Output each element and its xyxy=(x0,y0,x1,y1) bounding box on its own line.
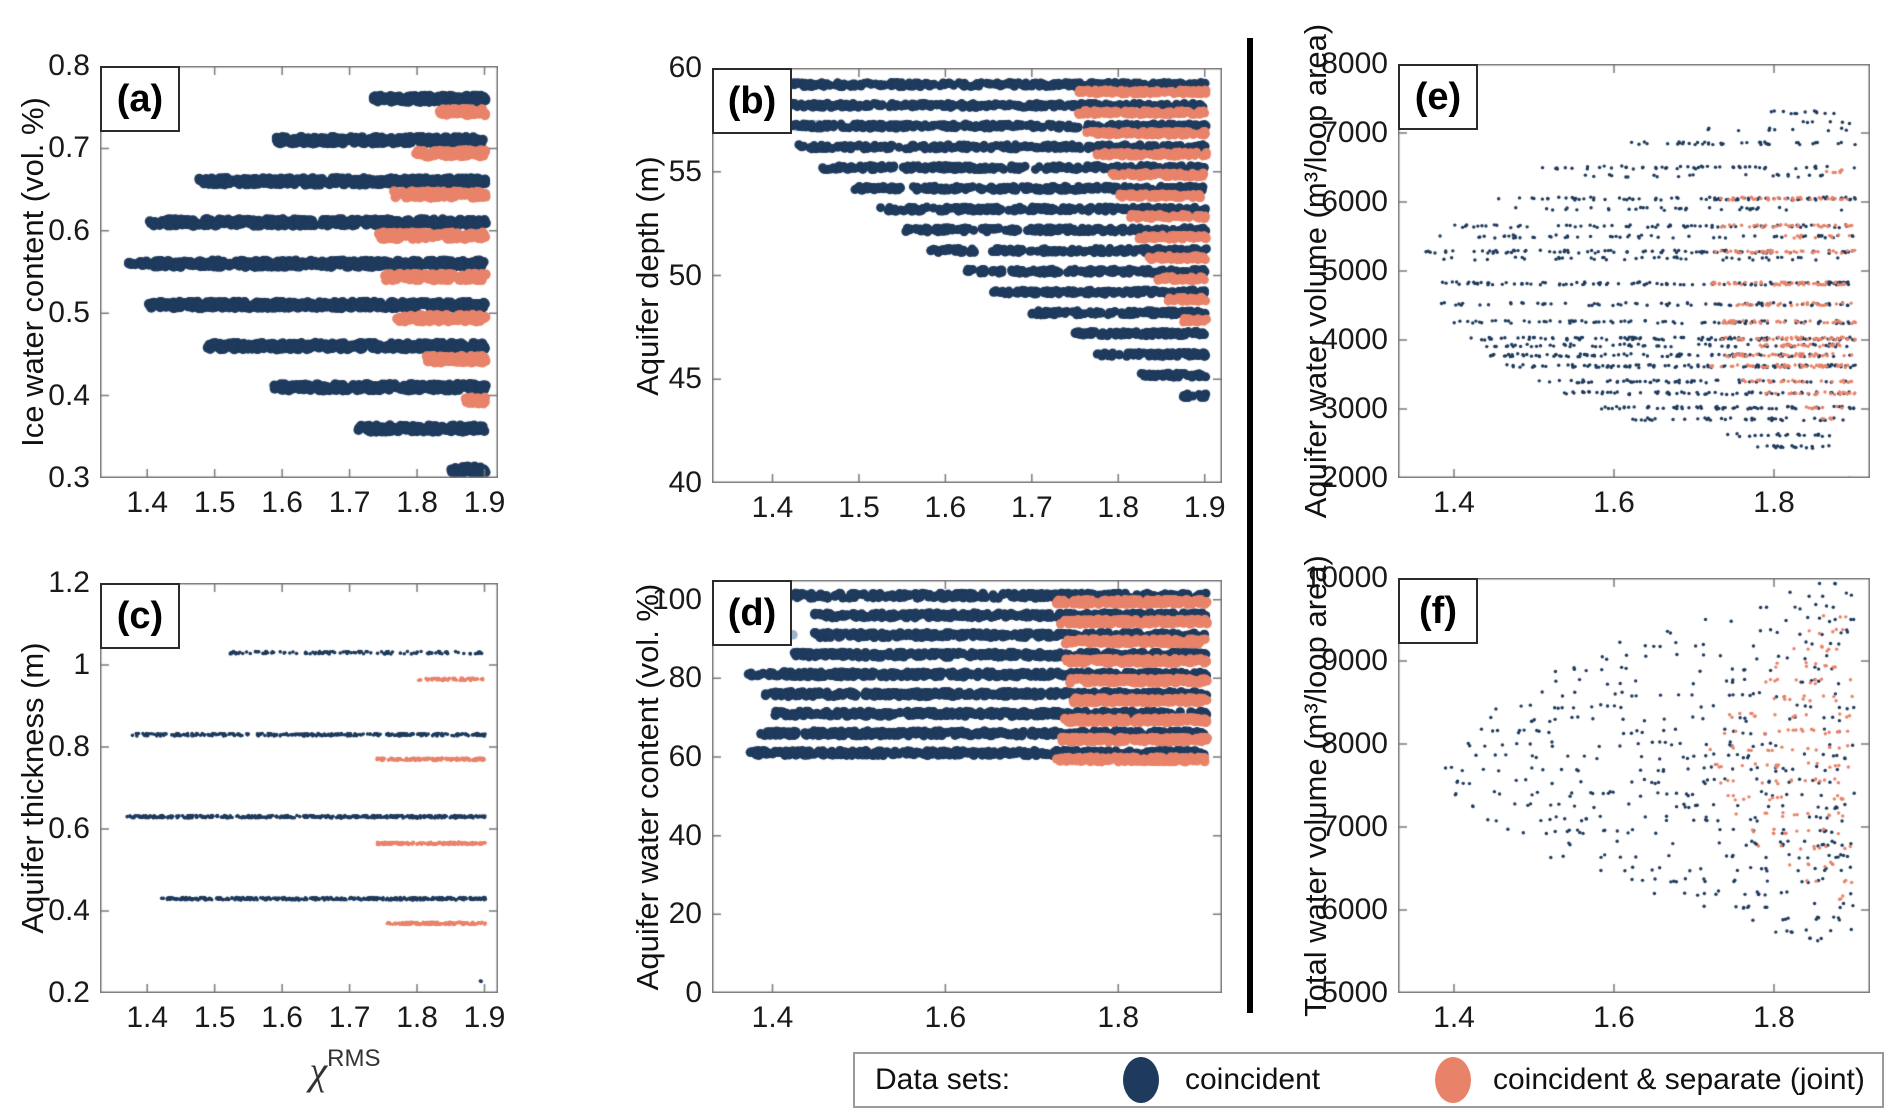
panel-f-letter: (f) xyxy=(1398,578,1478,644)
y-tick-label: 6000 xyxy=(1321,185,1388,218)
x-tick-label: 1.8 xyxy=(1097,1001,1140,1034)
rms-superscript: RMS xyxy=(327,1045,381,1072)
y-tick-label: 0.8 xyxy=(48,49,90,82)
y-tick-label: 8000 xyxy=(1321,47,1388,80)
panel-c-canvas xyxy=(100,583,498,993)
y-tick-label: 8000 xyxy=(1321,727,1388,760)
x-tick-label: 1.8 xyxy=(1753,1001,1795,1034)
legend-title: Data sets: xyxy=(875,1063,1011,1096)
y-tick-label: 7000 xyxy=(1321,810,1388,843)
x-tick-label: 1.6 xyxy=(261,486,303,519)
chi-symbol: χ xyxy=(309,1048,328,1093)
x-tick-label: 1.6 xyxy=(261,1001,303,1034)
x-tick-label: 1.5 xyxy=(838,491,880,524)
y-tick-label: 0.6 xyxy=(48,812,90,845)
y-tick-label: 60 xyxy=(668,51,702,84)
panel-f-canvas xyxy=(1398,578,1870,993)
column-divider-line xyxy=(1247,38,1253,1013)
legend-marker-joint xyxy=(1435,1057,1471,1103)
x-tick-label: 1.5 xyxy=(193,486,236,519)
x-tick-label: 1.4 xyxy=(751,491,794,524)
x-tick-label: 1.8 xyxy=(1097,491,1140,524)
panel-aquifer-depth: (b) Aquifer depth (m) 1.4 1.5 1.6 1.7 1.8 1.9… xyxy=(630,51,1226,524)
y-tick-label: 7000 xyxy=(1321,116,1388,149)
panel-d-canvas xyxy=(712,580,1222,993)
panel-b-letter: (b) xyxy=(712,68,792,134)
panel-d-ylabel: Aquifer water content (vol. %) xyxy=(630,583,665,990)
y-tick-label: 10000 xyxy=(1304,561,1388,594)
y-tick-label: 0.3 xyxy=(48,461,90,494)
y-tick-label: 0.4 xyxy=(48,894,90,927)
y-tick-label: 0.8 xyxy=(48,730,90,763)
y-tick-label: 0.7 xyxy=(48,131,90,165)
legend-label-joint: coincident & separate (joint) xyxy=(1493,1063,1865,1096)
legend: Data sets: coincident coincident & separ… xyxy=(853,1052,1884,1108)
x-tick-label: 1.9 xyxy=(1183,491,1226,524)
legend-label-coincident: coincident xyxy=(1185,1063,1321,1096)
y-tick-label: 2000 xyxy=(1321,461,1388,494)
y-tick-label: 1.2 xyxy=(48,566,90,599)
y-tick-label: 0.2 xyxy=(48,976,90,1009)
y-tick-label: 1 xyxy=(73,648,90,681)
y-tick-label: 40 xyxy=(668,818,702,852)
y-tick-label: 0.6 xyxy=(48,213,90,247)
y-tick-label: 0.4 xyxy=(48,378,90,412)
x-tick-label: 1.7 xyxy=(1010,491,1053,524)
x-tick-label: 1.4 xyxy=(1433,1001,1475,1034)
panel-a-canvas xyxy=(100,66,498,478)
panel-e-canvas xyxy=(1398,64,1870,478)
x-tick-label: 1.4 xyxy=(126,486,169,519)
x-tick-label: 1.8 xyxy=(396,1001,438,1034)
y-tick-label: 80 xyxy=(668,661,702,695)
panel-b-ylabel: Aquifer depth (m) xyxy=(630,155,665,396)
x-tick-label: 1.9 xyxy=(463,486,506,519)
x-tick-label: 1.6 xyxy=(1593,486,1635,519)
legend-marker-coincident xyxy=(1123,1057,1159,1103)
x-tick-label: 1.6 xyxy=(924,491,967,524)
y-tick-label: 5000 xyxy=(1321,254,1388,287)
y-tick-label: 0.5 xyxy=(48,296,90,330)
x-tick-label: 1.4 xyxy=(1433,486,1475,519)
panel-ice-water-content: (a) Ice water content (vol. %) 1.4 1.5 1.6… xyxy=(15,49,505,519)
y-tick-label: 0 xyxy=(685,976,702,1009)
x-tick-label: 1.5 xyxy=(193,1001,236,1034)
y-tick-label: 3000 xyxy=(1321,392,1388,425)
y-tick-label: 20 xyxy=(668,897,702,931)
y-tick-label: 55 xyxy=(668,154,702,188)
x-tick-label: 1.4 xyxy=(751,1001,794,1034)
y-tick-label: 50 xyxy=(668,258,702,292)
panel-aquifer-water-volume: (e) Aquifer water volume (m³/loop area) … xyxy=(1298,24,1870,519)
panel-a-ylabel: Ice water content (vol. %) xyxy=(15,97,50,447)
x-tick-label: 1.4 xyxy=(126,1001,169,1034)
x-tick-label: 1.7 xyxy=(328,1001,371,1034)
y-tick-label: 100 xyxy=(651,582,702,616)
panel-f-ylabel: Total water volume (m³/loop area) xyxy=(1298,554,1333,1017)
y-tick-label: 4000 xyxy=(1321,323,1388,356)
x-tick-label: 1.6 xyxy=(924,1001,967,1034)
y-tick-label: 6000 xyxy=(1321,893,1388,926)
panel-total-water-volume: (f) Total water volume (m³/loop area) 1.… xyxy=(1298,555,1870,1034)
x-tick-label: 1.9 xyxy=(463,1001,506,1034)
panel-c-ylabel: Aquifer thickness (m) xyxy=(15,642,50,934)
panel-b-canvas xyxy=(712,68,1222,483)
x-tick-label: 1.7 xyxy=(328,486,371,519)
y-tick-label: 40 xyxy=(668,466,702,499)
x-tick-label: 1.8 xyxy=(396,486,438,519)
x-axis-label-chi-rms: χRMS xyxy=(146,1045,544,1094)
panel-e-ylabel: Aquifer water volume (m³/loop area) xyxy=(1298,23,1333,519)
y-tick-label: 9000 xyxy=(1321,644,1388,677)
y-tick-label: 60 xyxy=(668,740,702,773)
panel-aquifer-thickness: (c) Aquifer thickness (m) χRMS 1.4 1.5 1.6… xyxy=(15,566,505,1093)
panel-c-letter: (c) xyxy=(100,583,180,649)
y-tick-label: 45 xyxy=(668,362,702,396)
x-tick-label: 1.6 xyxy=(1593,1001,1635,1034)
panel-aquifer-water-content: (d) Aquifer water content (vol. %) 1.4 1.… xyxy=(630,580,1222,1034)
panel-e-letter: (e) xyxy=(1398,64,1478,130)
panel-a-letter: (a) xyxy=(100,66,180,132)
panel-d-letter: (d) xyxy=(712,580,792,646)
x-tick-label: 1.8 xyxy=(1753,486,1795,519)
y-tick-label: 5000 xyxy=(1321,976,1388,1009)
